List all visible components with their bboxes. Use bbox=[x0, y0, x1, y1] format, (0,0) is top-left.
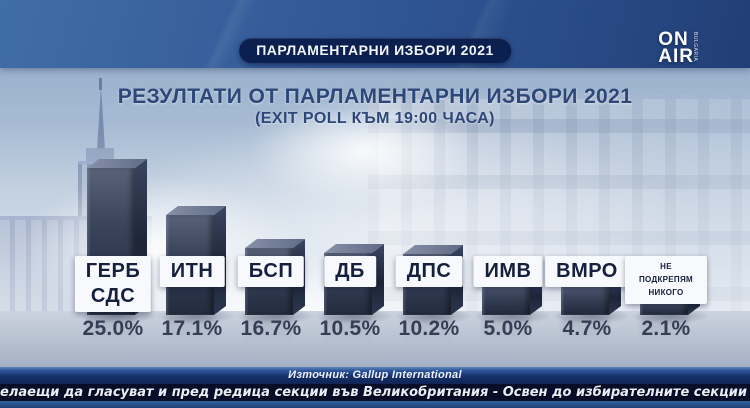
percentage-value: 16.7% bbox=[240, 317, 302, 340]
percentage-value: 25.0% bbox=[82, 317, 144, 340]
party-label: ДБ bbox=[324, 256, 376, 287]
percentage-value: 5.0% bbox=[483, 317, 533, 340]
channel-logo-line1: ON bbox=[658, 29, 689, 50]
party-label-text: ИТН bbox=[170, 260, 214, 282]
bar-reflection bbox=[245, 315, 293, 341]
party-label: НЕ ПОДКРЕПЯМ НИКОГО bbox=[625, 256, 707, 305]
chart-column: ДПС 10.2% bbox=[389, 0, 473, 408]
bar-front-face bbox=[482, 283, 530, 315]
percentage-value: 10.5% bbox=[319, 317, 381, 340]
page-subtitle: (EXIT POLL КЪМ 19:00 ЧАСА) bbox=[255, 110, 495, 127]
party-label-text: ДПС bbox=[406, 260, 452, 282]
party-label: ИТН bbox=[159, 256, 225, 287]
bar-top-face bbox=[245, 239, 305, 248]
news-ticker: елаещи да гласуват и пред редица секции … bbox=[0, 384, 750, 401]
party-label: БСП bbox=[237, 256, 305, 287]
bar-top-face bbox=[87, 159, 147, 168]
chart-column: ИМВ 5.0% bbox=[468, 0, 552, 408]
party-label: ДПС bbox=[395, 256, 463, 287]
chart-column: ИТН 17.1% bbox=[152, 0, 236, 408]
chart-column: НЕ ПОДКРЕПЯМ НИКОГО 2.1% bbox=[625, 0, 710, 408]
party-label-text: НЕ ПОДКРЕПЯМ НИКОГО bbox=[639, 262, 693, 297]
bar-top-face bbox=[324, 244, 384, 253]
chart-column: ДБ 10.5% bbox=[310, 0, 394, 408]
percentage-value: 10.2% bbox=[398, 317, 460, 340]
channel-logo: ON AIR BULGARIA bbox=[658, 29, 698, 67]
bar-top-face bbox=[166, 206, 226, 215]
party-label: ИМВ bbox=[473, 256, 543, 287]
party-label-text: ГЕРБ СДС bbox=[85, 260, 141, 307]
bar-top-face bbox=[403, 245, 463, 254]
party-label-text: ВМРО bbox=[556, 260, 618, 282]
bar bbox=[551, 276, 631, 324]
chart-column: ВМРО 4.7% bbox=[545, 0, 631, 408]
floor bbox=[0, 311, 750, 369]
bar-front-face bbox=[561, 285, 609, 315]
chart-column: БСП 16.7% bbox=[231, 0, 315, 408]
bar-reflection bbox=[482, 315, 530, 341]
bar-reflection bbox=[403, 315, 451, 341]
percentage-value: 17.1% bbox=[161, 317, 223, 340]
percentage-value: 4.7% bbox=[562, 317, 612, 340]
bar-reflection bbox=[640, 315, 688, 341]
channel-logo-vertical-text: BULGARIA bbox=[692, 32, 698, 62]
bar-reflection bbox=[561, 315, 609, 341]
source-band: Източник: Gallup International bbox=[0, 367, 750, 384]
party-label-text: БСП bbox=[248, 260, 294, 282]
source-text: Източник: Gallup International bbox=[288, 369, 462, 381]
party-label-text: ДБ bbox=[335, 260, 365, 282]
channel-logo-line2: AIR bbox=[658, 46, 694, 67]
percentage-value: 2.1% bbox=[641, 317, 691, 340]
bar-reflection bbox=[87, 315, 135, 341]
party-label-text: ИМВ bbox=[484, 260, 532, 282]
news-ticker-text: елаещи да гласуват и пред редица секции … bbox=[0, 385, 750, 400]
bar-reflection bbox=[166, 315, 214, 341]
bottom-strip bbox=[0, 401, 750, 408]
program-banner: ПАРЛАМЕНТАРНИ ИЗБОРИ 2021 bbox=[239, 38, 511, 63]
bar bbox=[472, 274, 552, 324]
chart-column: ГЕРБ СДС 25.0% bbox=[73, 0, 157, 408]
party-label: ГЕРБ СДС bbox=[74, 256, 152, 312]
party-label: ВМРО bbox=[545, 256, 629, 287]
page-title: РЕЗУЛТАТИ ОТ ПАРЛАМЕНТАРНИ ИЗБОРИ 2021 bbox=[117, 85, 633, 108]
bar-reflection bbox=[324, 315, 372, 341]
